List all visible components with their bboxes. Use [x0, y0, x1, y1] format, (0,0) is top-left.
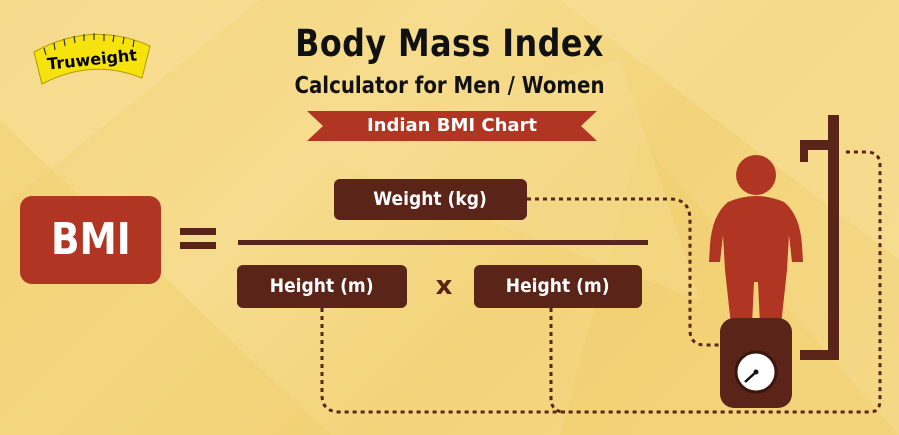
page-subtitle: Calculator for Men / Women: [294, 73, 605, 99]
height-rod: [828, 115, 839, 360]
ribbon-label: Indian BMI Chart: [366, 115, 538, 136]
multiply-sign: x: [435, 271, 453, 301]
bmi-result-box: BMI: [20, 196, 161, 284]
height-left-label: Height (m): [270, 275, 374, 297]
bmi-label: BMI: [50, 214, 131, 265]
height-left-box: Height (m): [237, 265, 407, 308]
fraction-line: [238, 240, 648, 245]
ribbon-banner: [307, 111, 597, 141]
page-title: Body Mass Index: [295, 22, 604, 65]
height-right-label: Height (m): [506, 275, 610, 297]
truweight-logo: [33, 33, 151, 85]
person-on-scale-illustration: [709, 115, 839, 408]
weight-label: Weight (kg): [373, 188, 488, 210]
height-right-box: Height (m): [474, 265, 642, 308]
weighing-scale: [720, 318, 792, 408]
weight-label-box: Weight (kg): [334, 179, 527, 220]
equals-sign: [180, 218, 216, 258]
person-figure: [709, 155, 803, 330]
